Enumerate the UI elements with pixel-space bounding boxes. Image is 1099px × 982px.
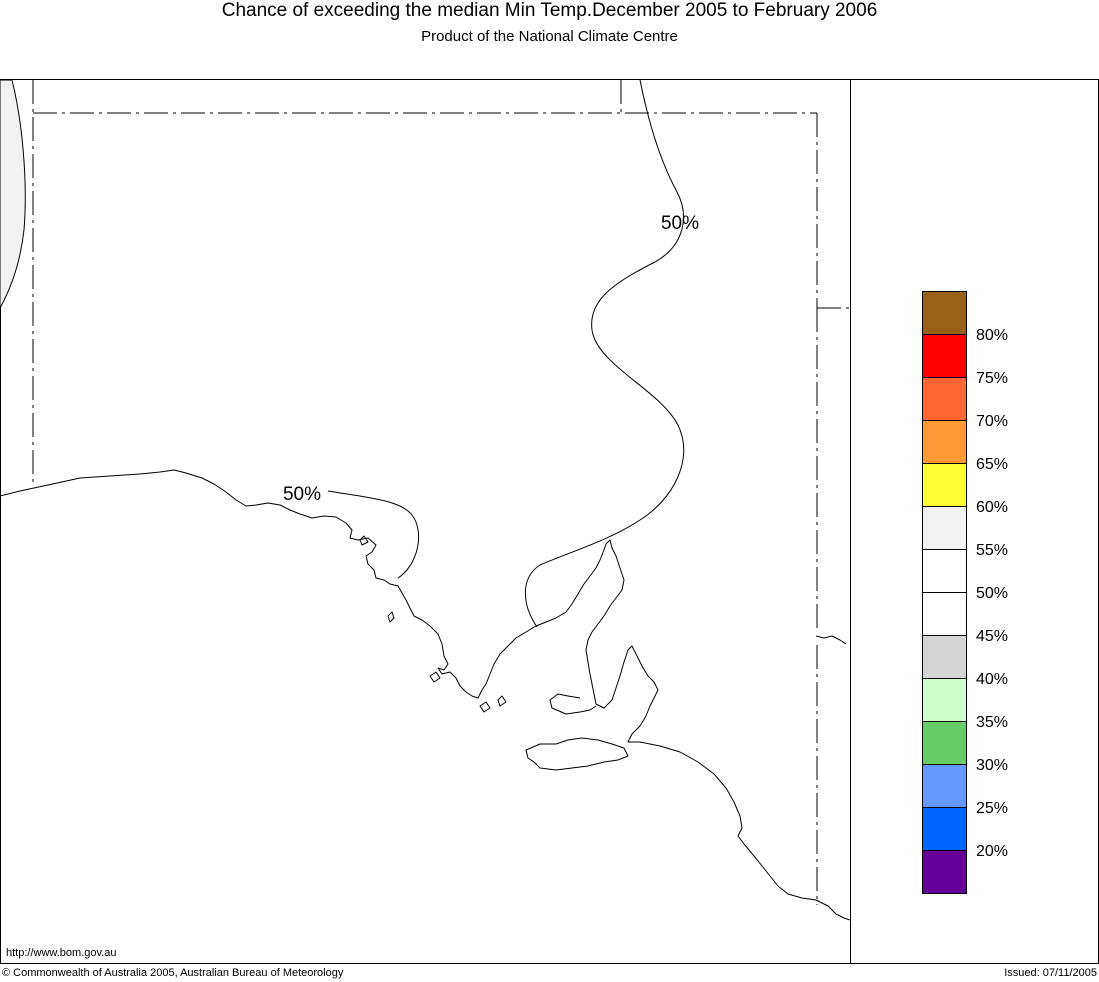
legend-label: 45% bbox=[976, 628, 1008, 645]
map-frame bbox=[0, 79, 851, 964]
legend-swatch bbox=[922, 592, 967, 636]
shaded-region-55-60 bbox=[0, 79, 26, 310]
eyre-peninsula-tip bbox=[549, 693, 597, 715]
legend-label: 65% bbox=[976, 456, 1008, 473]
legend-label: 80% bbox=[976, 327, 1008, 344]
legend-frame bbox=[850, 79, 1099, 964]
legend-label: 25% bbox=[976, 800, 1008, 817]
contour-label: 50% bbox=[661, 213, 699, 234]
issued-date: Issued: 07/11/2005 bbox=[1004, 967, 1097, 979]
kangaroo-island bbox=[525, 737, 629, 771]
legend-swatch bbox=[922, 291, 967, 335]
legend-swatch bbox=[922, 334, 967, 378]
legend-label: 40% bbox=[976, 671, 1008, 688]
legend-swatch bbox=[922, 506, 967, 550]
legend-swatch bbox=[922, 721, 967, 765]
contour-50-east bbox=[524, 79, 685, 628]
legend-color-bar: 80% 75% 70% 65% 60% 55% 50% 45% 40% 35% 30% 25% 20% bbox=[922, 291, 1008, 894]
coast-island-1 bbox=[387, 611, 395, 623]
contour-lines bbox=[327, 79, 685, 628]
legend-swatch bbox=[922, 377, 967, 421]
coast-detail-east bbox=[815, 635, 847, 645]
legend-label: 20% bbox=[976, 843, 1008, 860]
legend-label: 60% bbox=[976, 499, 1008, 516]
contour-50-west bbox=[327, 490, 420, 579]
legend-label: 35% bbox=[976, 714, 1008, 731]
coastline bbox=[0, 469, 851, 921]
legend-label: 70% bbox=[976, 413, 1008, 430]
legend-label: 55% bbox=[976, 542, 1008, 559]
url-text: http://www.bom.gov.au bbox=[6, 947, 117, 959]
legend-swatch bbox=[922, 635, 967, 679]
legend-swatch bbox=[922, 678, 967, 722]
contour-label: 50% bbox=[283, 484, 321, 505]
coast-island-3 bbox=[359, 535, 369, 546]
state-borders bbox=[32, 80, 850, 905]
legend-swatch bbox=[922, 807, 967, 851]
coast-island-4 bbox=[479, 701, 491, 713]
legend-swatch bbox=[922, 549, 967, 593]
legend-label: 75% bbox=[976, 370, 1008, 387]
map-title: Chance of exceeding the median Min Temp.… bbox=[221, 0, 878, 21]
coast-island-5 bbox=[497, 695, 507, 707]
legend-swatch bbox=[922, 463, 967, 507]
coast-island-2 bbox=[429, 671, 441, 683]
legend-swatch bbox=[922, 764, 967, 808]
mainland-coastline bbox=[0, 469, 851, 921]
legend-label: 30% bbox=[976, 757, 1008, 774]
legend-swatch bbox=[922, 420, 967, 464]
legend-swatch bbox=[922, 850, 967, 894]
map-subtitle: Product of the National Climate Centre bbox=[421, 28, 678, 45]
copyright-text: © Commonwealth of Australia 2005, Austra… bbox=[2, 967, 344, 979]
legend-label: 50% bbox=[976, 585, 1008, 602]
